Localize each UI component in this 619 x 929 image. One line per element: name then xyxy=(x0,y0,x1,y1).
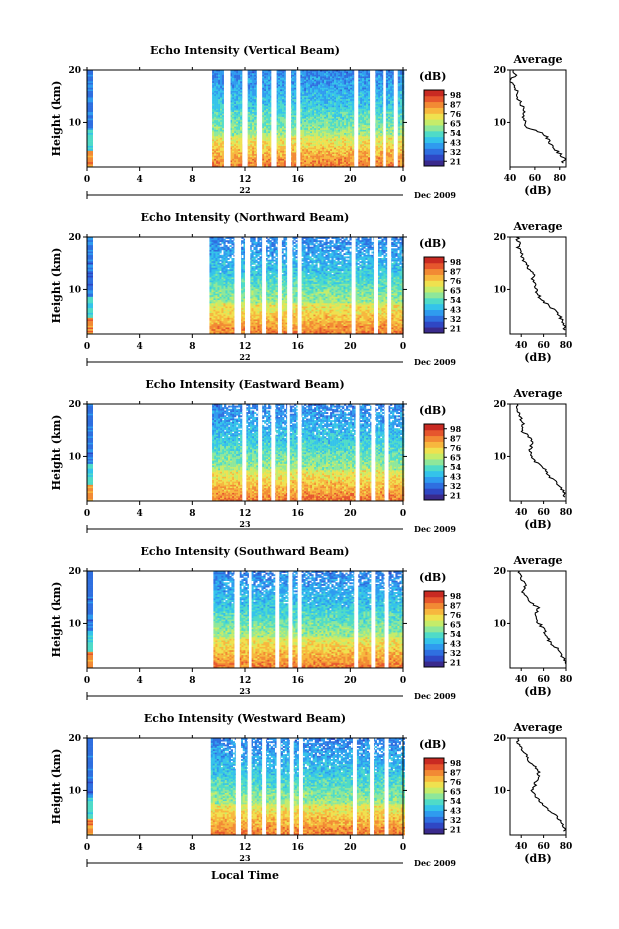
echo-intensity-figure: Echo Intensity (Vertical Beam)2010Height… xyxy=(0,0,619,929)
panel-1: Echo Intensity (Vertical Beam)2010Height… xyxy=(50,44,566,200)
panel-title: Echo Intensity (Vertical Beam) xyxy=(150,44,340,57)
heatmap xyxy=(87,70,404,167)
